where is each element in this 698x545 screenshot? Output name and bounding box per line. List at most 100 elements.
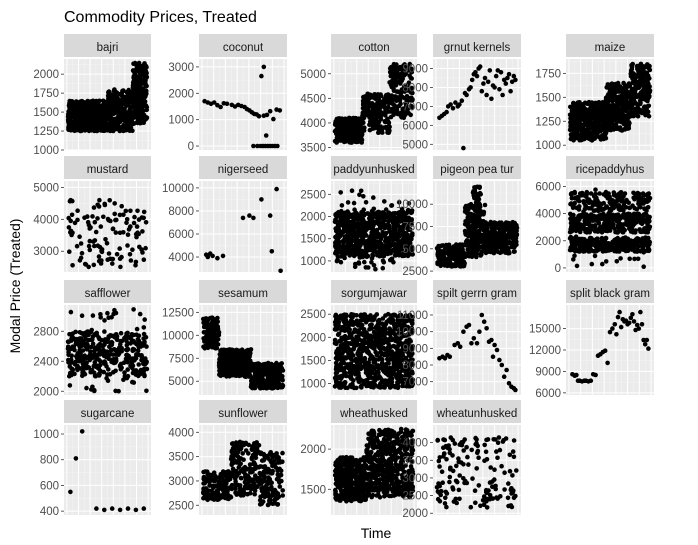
- data-point: [643, 64, 649, 70]
- data-point: [96, 254, 102, 259]
- data-point: [366, 244, 371, 249]
- data-point: [112, 105, 117, 110]
- data-point: [364, 110, 370, 116]
- data-point: [364, 227, 369, 232]
- data-point: [386, 93, 391, 99]
- data-point: [352, 246, 357, 252]
- data-point: [104, 241, 110, 246]
- data-point: [409, 85, 415, 91]
- data-point: [106, 251, 112, 256]
- data-point: [611, 103, 616, 108]
- data-point: [408, 237, 414, 242]
- data-point: [91, 239, 96, 244]
- data-point: [408, 103, 414, 109]
- data-point: [114, 217, 119, 223]
- facet-strip-label: coconut: [223, 42, 264, 54]
- data-point: [616, 89, 622, 94]
- data-point: [335, 223, 341, 229]
- data-point: [575, 107, 580, 112]
- data-point: [124, 103, 129, 108]
- data-point: [497, 250, 503, 256]
- data-point: [372, 120, 377, 126]
- data-point: [458, 258, 464, 264]
- data-point: [498, 238, 504, 243]
- data-point: [499, 245, 504, 251]
- data-point: [455, 242, 460, 248]
- data-point: [500, 227, 506, 232]
- data-point: [376, 130, 381, 135]
- data-point: [371, 195, 376, 200]
- y-tick-label: 0: [188, 141, 194, 153]
- data-point: [572, 248, 578, 254]
- data-point: [371, 236, 377, 241]
- data-point: [277, 108, 283, 113]
- data-point: [603, 248, 609, 254]
- data-point: [139, 247, 144, 252]
- data-point: [335, 123, 340, 129]
- data-point: [503, 81, 509, 86]
- data-point: [215, 255, 220, 261]
- data-point: [484, 92, 489, 98]
- facet-strip: [331, 34, 417, 57]
- data-point: [67, 118, 73, 123]
- data-point: [583, 118, 588, 124]
- data-point: [511, 249, 517, 254]
- data-point: [594, 101, 599, 107]
- data-point: [401, 63, 406, 68]
- data-point: [363, 200, 369, 205]
- data-point: [264, 112, 270, 118]
- data-point: [130, 247, 135, 252]
- data-point: [87, 238, 93, 244]
- data-point: [332, 219, 338, 225]
- data-point: [387, 257, 393, 263]
- data-point: [255, 143, 260, 149]
- data-point: [96, 127, 102, 132]
- data-point: [86, 243, 92, 249]
- data-point: [647, 239, 652, 245]
- data-point: [126, 227, 132, 232]
- data-point: [580, 123, 585, 128]
- data-point: [407, 67, 412, 73]
- data-point: [131, 220, 137, 226]
- y-tick-label: 8000: [168, 206, 194, 218]
- data-point: [117, 246, 122, 251]
- data-point: [514, 233, 519, 238]
- data-point: [478, 253, 484, 258]
- data-point: [461, 145, 466, 151]
- data-point: [571, 100, 576, 106]
- data-point: [595, 241, 600, 247]
- data-point: [358, 188, 364, 194]
- data-point: [383, 212, 388, 217]
- data-point: [398, 113, 403, 118]
- data-point: [143, 220, 149, 225]
- data-point: [123, 208, 129, 214]
- data-points: [203, 186, 283, 274]
- data-point: [589, 138, 595, 143]
- data-point: [500, 92, 505, 98]
- data-point: [644, 78, 649, 84]
- data-point: [141, 209, 147, 215]
- data-point: [354, 235, 360, 241]
- data-point: [361, 128, 367, 133]
- data-point: [598, 101, 604, 107]
- data-point: [460, 247, 465, 252]
- data-point: [131, 69, 137, 74]
- data-point: [457, 102, 462, 107]
- data-point: [376, 209, 381, 215]
- y-tick-label: 2000: [33, 69, 59, 81]
- y-tick-label: 5000: [402, 139, 428, 151]
- data-point: [66, 111, 71, 117]
- data-point: [339, 239, 345, 244]
- data-point: [616, 99, 621, 104]
- data-point: [408, 75, 414, 81]
- y-tick-label: 7500: [402, 222, 428, 234]
- data-point: [89, 111, 94, 117]
- data-point: [348, 126, 353, 132]
- data-point: [469, 77, 475, 83]
- y-tick-label: 1750: [33, 88, 59, 100]
- data-point: [645, 103, 651, 109]
- data-point: [218, 104, 223, 110]
- data-point: [82, 261, 88, 267]
- data-point: [138, 64, 144, 69]
